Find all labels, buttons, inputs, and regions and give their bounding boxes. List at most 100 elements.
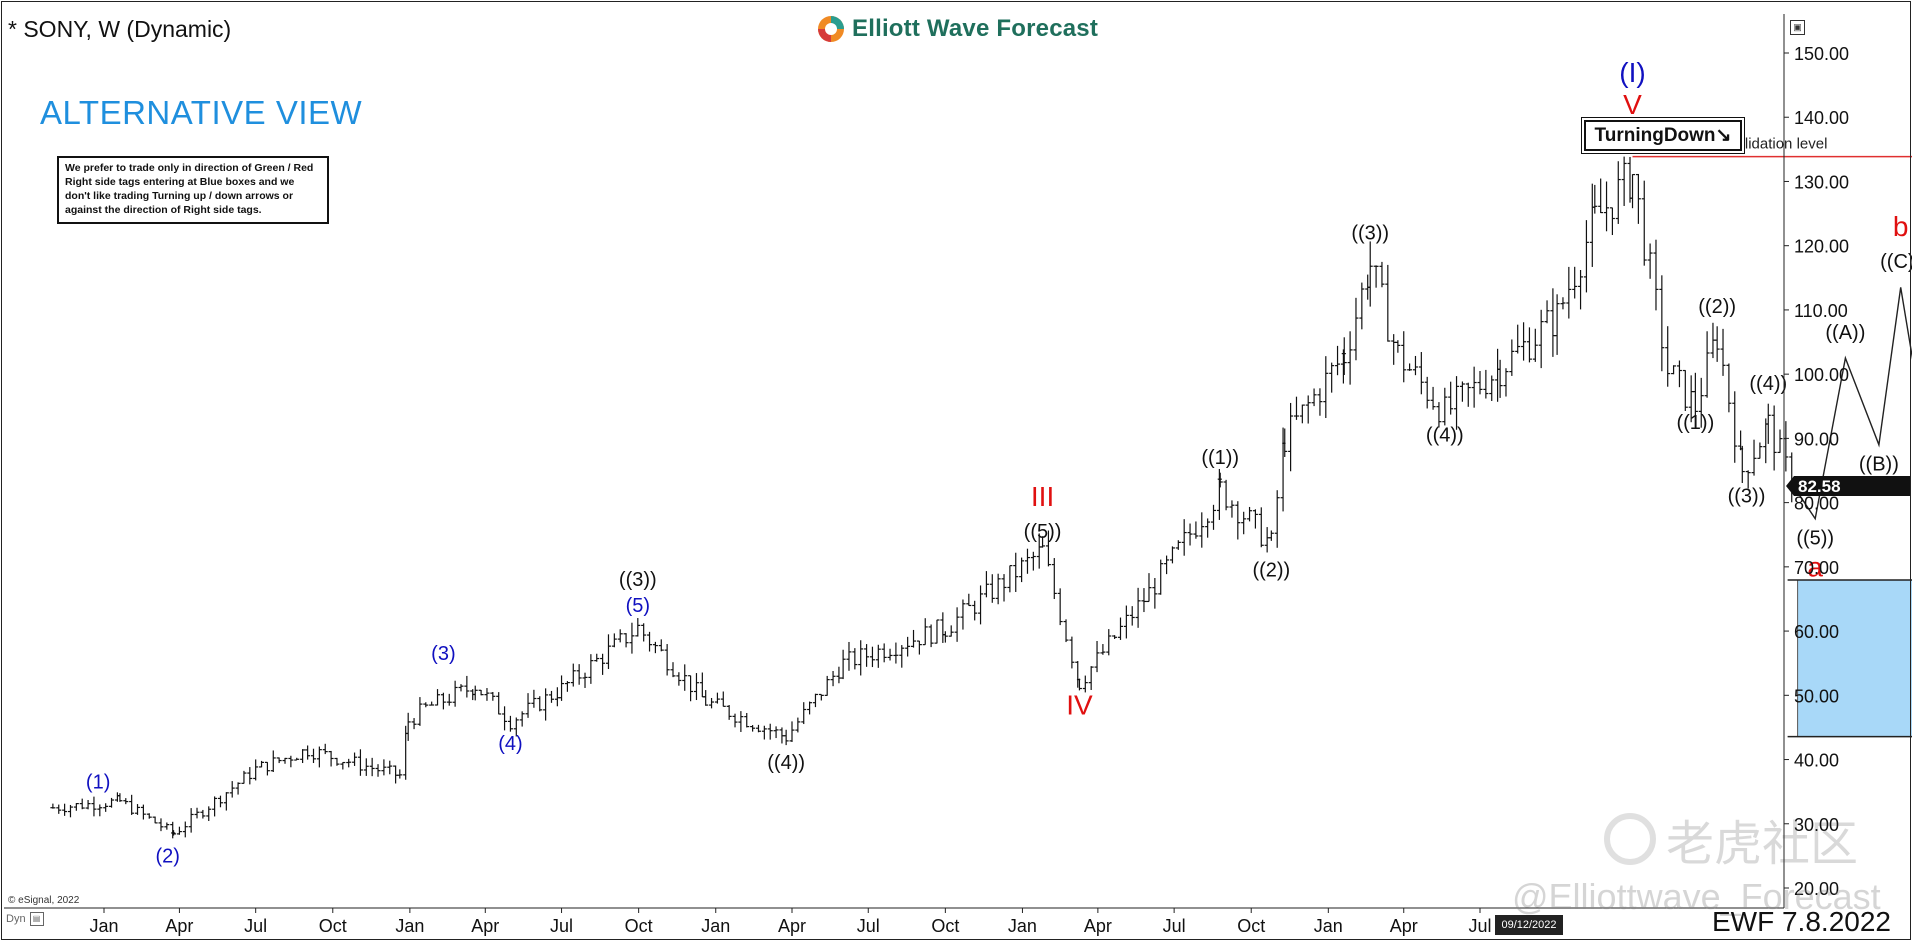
ohlc-bar [411, 718, 417, 730]
ohlc-bar [1123, 605, 1129, 639]
wave-label: b [1893, 211, 1909, 242]
restore-icon[interactable]: ▣ [1790, 20, 1805, 35]
logo-icon [818, 16, 844, 42]
ohlc-bar [1550, 288, 1556, 357]
ohlc-bar [576, 664, 582, 685]
y-tick-label: 90.00 [1794, 429, 1839, 449]
ohlc-bar [352, 752, 358, 766]
ohlc-bar [905, 636, 911, 657]
ohlc-bar [56, 804, 62, 814]
ohlc-bar [840, 649, 846, 680]
ohlc-bar [1477, 370, 1483, 395]
ohlc-bar [693, 673, 699, 701]
ohlc-bar [887, 648, 893, 661]
esignal-copyright: © eSignal, 2022 [8, 895, 80, 906]
ohlc-bar [458, 684, 464, 692]
ohlc-bar [899, 645, 905, 668]
ohlc-bar [1777, 429, 1783, 454]
wave-label: ((3)) [1351, 222, 1389, 244]
ohlc-bar [1615, 161, 1621, 224]
ohlc-bar [1217, 472, 1223, 488]
ohlc-bar [1641, 180, 1647, 266]
wave-label: ((3)) [619, 569, 657, 591]
price-bars [50, 156, 1795, 839]
ohlc-bar [1341, 337, 1347, 375]
ohlc-bar [1604, 181, 1610, 232]
projection-line [1792, 287, 1912, 521]
ohlc-bar [164, 822, 170, 830]
ohlc-bar [1141, 588, 1147, 613]
ohlc-bar [247, 767, 253, 785]
ohlc-bar [393, 765, 399, 784]
y-tick-label: 50.00 [1794, 686, 1839, 706]
ohlc-bar [824, 675, 830, 696]
ohlc-bar [750, 725, 756, 732]
wave-label: IV [1066, 690, 1093, 721]
ohlc-bar [405, 712, 411, 741]
ohlc-bar [1146, 573, 1152, 603]
ohlc-bar [1241, 511, 1247, 535]
ohlc-bar [795, 717, 801, 733]
ohlc-bar [1726, 363, 1732, 413]
ohlc-bar [554, 687, 560, 707]
ohlc-bar [1509, 339, 1515, 376]
ohlc-bar [1572, 266, 1578, 299]
ohlc-bar [519, 711, 525, 727]
ohlc-bar [229, 781, 235, 798]
ohlc-bar [1497, 359, 1503, 398]
ohlc-bar [1373, 265, 1379, 288]
ohlc-bar [1019, 557, 1025, 583]
wave-label: (5) [626, 595, 650, 617]
ohlc-bar [682, 664, 688, 691]
wave-label: ((1)) [1676, 412, 1714, 434]
ohlc-bar [1264, 527, 1270, 553]
wave-label: (I) [1619, 57, 1645, 88]
ohlc-bar [1293, 396, 1299, 420]
ohlc-bar [755, 724, 761, 733]
ohlc-bar [85, 800, 91, 810]
ohlc-bar [726, 705, 732, 720]
x-tick-label: Jan [89, 916, 118, 936]
dyn-indicator[interactable]: Dyn ▤ [6, 912, 44, 926]
ohlc-bar [570, 663, 576, 687]
ohlc-bar [1329, 362, 1335, 393]
wave-label: (3) [431, 643, 455, 665]
wave-label: ((2)) [1252, 559, 1290, 581]
current-price-tag [1786, 476, 1910, 497]
wave-label: a [1807, 551, 1823, 582]
ohlc-bar [1692, 372, 1698, 428]
ohlc-bar [940, 612, 946, 643]
wave-label: (4) [498, 733, 522, 755]
ohlc-bar [1100, 644, 1106, 655]
ohlc-bar [1538, 309, 1544, 369]
ohlc-bar [1621, 156, 1627, 206]
ohlc-bar [559, 675, 565, 701]
ohlc-bar [989, 574, 995, 603]
ohlc-bar [738, 711, 744, 732]
ohlc-bar [152, 816, 158, 824]
blue-box [1797, 579, 1912, 738]
ohlc-bar [1164, 555, 1170, 575]
ohlc-bar [513, 717, 519, 737]
ohlc-bar [182, 821, 188, 838]
x-tick-label: Oct [931, 916, 959, 936]
ohlc-bar [1082, 675, 1088, 693]
ohlc-bar [206, 806, 212, 822]
ohlc-bar [502, 706, 508, 731]
ohlc-bar [316, 746, 322, 768]
wave-label: (1) [86, 771, 110, 793]
ohlc-bar [858, 640, 864, 676]
ohlc-bar [1653, 239, 1659, 311]
x-tick-label: Jul [857, 916, 880, 936]
ohlc-bar [1094, 641, 1100, 673]
ohlc-bar [490, 691, 496, 701]
ohlc-bar [635, 618, 641, 637]
ohlc-bar [67, 804, 73, 818]
ohlc-bar [801, 702, 807, 725]
ohlc-bar [531, 689, 537, 708]
ohlc-bar [978, 585, 984, 625]
ohlc-bar [1430, 386, 1436, 410]
ohlc-bar [212, 796, 218, 817]
ohlc-bar [253, 759, 259, 781]
ohlc-bar [960, 599, 966, 630]
